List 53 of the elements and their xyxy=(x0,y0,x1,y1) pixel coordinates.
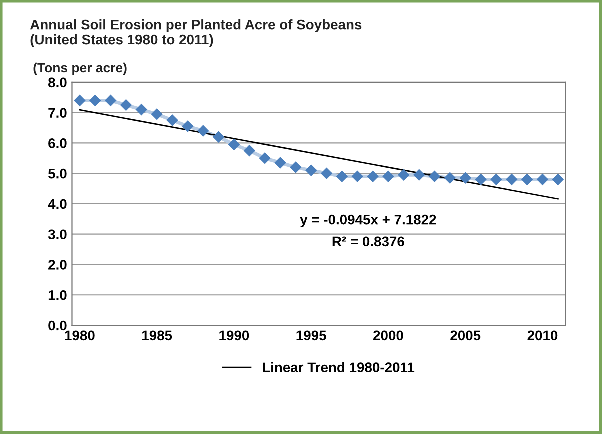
point xyxy=(321,168,332,180)
point xyxy=(90,95,101,106)
y-tick-label: 2.0 xyxy=(48,260,67,270)
point xyxy=(74,95,86,106)
point xyxy=(336,171,348,182)
y-tick-label: 0.0 xyxy=(48,320,67,331)
annotation: y = -0.0945x + 7.1822 xyxy=(300,214,436,228)
y-tick-label: 6.0 xyxy=(48,138,67,148)
point xyxy=(166,114,178,126)
point xyxy=(382,171,394,182)
point xyxy=(490,174,502,186)
point xyxy=(506,174,518,186)
y-tick-label: 7.0 xyxy=(48,108,67,118)
point xyxy=(414,170,425,181)
point xyxy=(151,108,163,120)
x-tick-label: 2000 xyxy=(374,330,404,341)
point xyxy=(444,172,456,184)
point xyxy=(290,162,302,174)
x-tick-label: 1985 xyxy=(142,330,172,341)
x-tick-label: 2010 xyxy=(528,330,558,341)
y-tick-label: 3.0 xyxy=(48,230,67,240)
point xyxy=(136,104,148,116)
point xyxy=(228,139,240,150)
point xyxy=(522,174,533,186)
point xyxy=(105,95,116,106)
y-tick-label: 1.0 xyxy=(48,290,67,300)
point xyxy=(213,132,224,143)
y-tick-label: 5.0 xyxy=(48,168,67,179)
y-axis-title: (Tons per acre) xyxy=(34,62,127,76)
point xyxy=(552,174,564,186)
point xyxy=(352,171,364,182)
legend-label: Linear Trend 1980-2011 xyxy=(263,362,415,373)
point xyxy=(475,174,487,186)
point xyxy=(198,125,209,137)
y-tick-label: 4.0 xyxy=(48,199,67,210)
x-tick-label: 1980 xyxy=(65,330,95,341)
point xyxy=(274,157,286,169)
point xyxy=(398,170,410,181)
point xyxy=(120,100,132,111)
point xyxy=(182,120,194,132)
point xyxy=(460,172,472,184)
annotation: R² = 0.8376 xyxy=(332,236,404,247)
point xyxy=(367,171,379,182)
y-tick-label: 8.0 xyxy=(48,78,67,88)
x-tick-label: 1990 xyxy=(220,330,250,341)
x-tick-label: 1995 xyxy=(296,330,326,341)
point xyxy=(537,174,548,186)
point xyxy=(306,164,317,176)
x-tick-label: 2005 xyxy=(450,330,481,341)
point xyxy=(259,152,271,164)
point xyxy=(429,171,440,182)
point xyxy=(244,145,256,156)
chart-title: Annual Soil Erosion per Planted Acre of Soybeans (United States 1980 to 2011) xyxy=(30,20,362,48)
